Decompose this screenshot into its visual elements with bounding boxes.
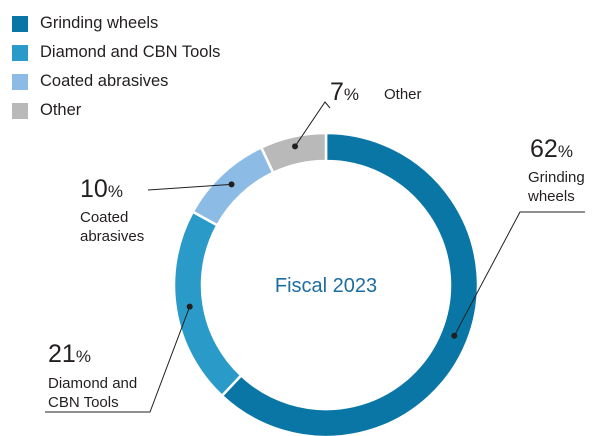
legend-swatch — [12, 15, 28, 32]
leader-line — [294, 101, 331, 147]
value-label: 62% — [530, 135, 573, 163]
value-label: 21% — [48, 340, 91, 368]
leader-line — [147, 183, 232, 191]
legend-swatch — [12, 73, 28, 90]
legend-swatch — [12, 44, 28, 61]
legend-item-grinding-wheels: Grinding wheels — [12, 9, 220, 38]
leader-line — [45, 306, 191, 413]
center-label: Fiscal 2023 — [275, 275, 377, 297]
slice-label: Other — [384, 86, 422, 103]
value-label: 7% — [330, 78, 359, 106]
chart-legend: Grinding wheels Diamond and CBN Tools Co… — [12, 9, 220, 125]
slice-label: Grinding wheels — [527, 169, 585, 205]
slice-diamond-and-cbn-tools — [172, 210, 243, 398]
slice-label: Coated abrasives — [80, 209, 144, 245]
legend-item-coated-abrasives: Coated abrasives — [12, 67, 220, 96]
legend-item-other: Other — [12, 96, 220, 125]
slice-grinding-wheels — [220, 131, 480, 436]
legend-swatch — [12, 102, 28, 119]
legend-label: Other — [40, 101, 82, 119]
slice-other — [259, 131, 328, 175]
legend-item-diamond-cbn-tools: Diamond and CBN Tools — [12, 38, 220, 67]
value-label: 10% — [80, 175, 123, 203]
leader-line — [453, 211, 585, 337]
legend-label: Coated abrasives — [40, 72, 169, 90]
legend-label: Grinding wheels — [40, 14, 159, 32]
slice-label: Diamond and CBN Tools — [48, 375, 137, 411]
legend-label: Diamond and CBN Tools — [40, 43, 221, 61]
